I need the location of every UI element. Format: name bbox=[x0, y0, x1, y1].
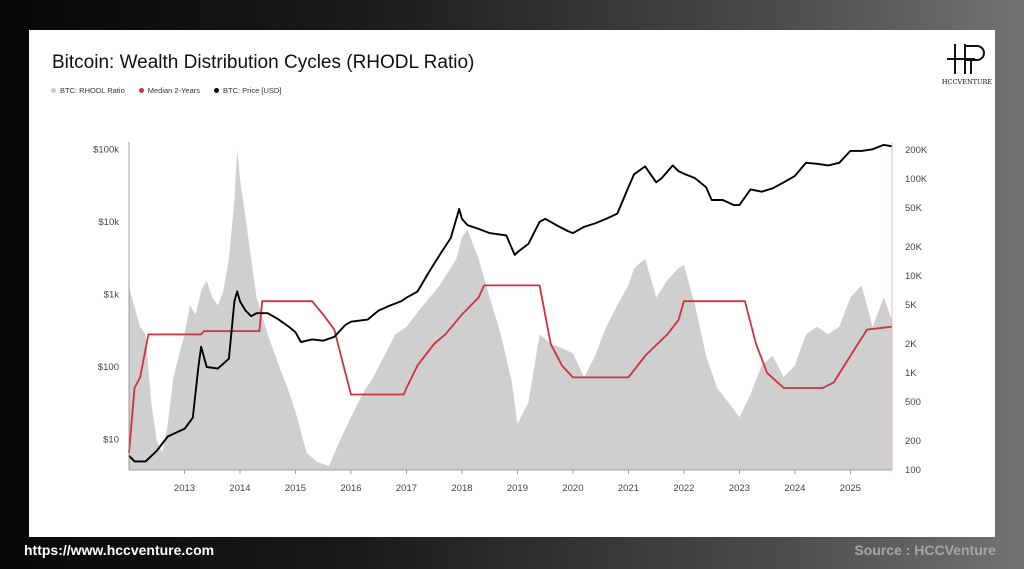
footer-source: Source : HCCVenture bbox=[854, 542, 996, 558]
btc-price-line bbox=[128, 143, 893, 463]
x-tick-label: 2014 bbox=[229, 483, 250, 494]
x-tick-label: 2024 bbox=[784, 483, 805, 494]
left-tick-label: $1k bbox=[104, 289, 120, 300]
x-tick-label: 2023 bbox=[729, 483, 750, 494]
hcc-logo: HCCVENTURE bbox=[942, 44, 992, 86]
right-tick-label: 20K bbox=[905, 242, 923, 253]
chart-legend: BTC: RHODL Ratio Median 2-Years BTC: Pri… bbox=[51, 86, 281, 95]
right-tick-label: 200K bbox=[905, 145, 928, 156]
rhodl-area bbox=[129, 149, 892, 471]
right-tick-label: 200 bbox=[905, 436, 921, 447]
legend-label-rhodl: BTC: RHODL Ratio bbox=[60, 86, 125, 95]
x-tick-label: 2019 bbox=[507, 483, 528, 494]
legend-item-rhodl[interactable]: BTC: RHODL Ratio bbox=[51, 86, 125, 95]
rhodl-chart: $10 $100 $1k $10k $100k 100 200 500 1K 2K 5K 10K 20K… bbox=[93, 142, 928, 494]
right-tick-label: 10K bbox=[905, 271, 923, 282]
left-tick-label: $100k bbox=[93, 144, 119, 155]
x-tick-label: 2018 bbox=[451, 483, 472, 494]
rhodl-area-layer bbox=[129, 149, 892, 471]
x-tick-label: 2021 bbox=[618, 483, 639, 494]
left-tick-label: $10k bbox=[98, 217, 119, 228]
x-tick-label: 2025 bbox=[840, 483, 861, 494]
legend-swatch-median bbox=[138, 88, 144, 93]
legend-item-price[interactable]: BTC: Price [USD] bbox=[214, 86, 281, 95]
chart-title: Bitcoin: Wealth Distribution Cycles (RHO… bbox=[52, 52, 475, 73]
x-tick-label: 2022 bbox=[673, 483, 694, 494]
legend-item-median[interactable]: Median 2-Years bbox=[138, 86, 201, 95]
legend-label-price: BTC: Price [USD] bbox=[223, 86, 282, 95]
legend-swatch-price bbox=[214, 88, 220, 93]
right-tick-label: 1K bbox=[905, 368, 917, 379]
x-tick-label: 2020 bbox=[562, 483, 583, 494]
left-tick-label: $100 bbox=[98, 362, 119, 373]
right-tick-label: 50K bbox=[905, 203, 923, 214]
right-tick-label: 500 bbox=[905, 397, 921, 408]
right-tick-label: 100 bbox=[905, 465, 921, 476]
legend-swatch-rhodl bbox=[51, 88, 56, 93]
x-tick-label: 2015 bbox=[285, 483, 306, 494]
footer-url[interactable]: https://www.hccventure.com bbox=[24, 542, 215, 558]
right-tick-label: 5K bbox=[905, 300, 917, 311]
legend-label-median: Median 2-Years bbox=[147, 86, 201, 95]
x-tick-label: 2016 bbox=[340, 483, 361, 494]
logo-text: HCCVENTURE bbox=[942, 78, 992, 86]
left-tick-label: $10 bbox=[103, 435, 119, 446]
x-tick-label: 2013 bbox=[174, 483, 195, 494]
right-tick-label: 100K bbox=[905, 174, 928, 185]
price-line-layer bbox=[128, 143, 893, 463]
median-line-layer bbox=[128, 284, 893, 453]
axes-layer: $10 $100 $1k $10k $100k 100 200 500 1K 2K 5K 10K 20K… bbox=[93, 142, 928, 494]
x-tick-label: 2017 bbox=[396, 483, 417, 494]
right-tick-label: 2K bbox=[905, 339, 917, 350]
chart-card: Bitcoin: Wealth Distribution Cycles (RHO… bbox=[29, 30, 995, 537]
median-2y-line bbox=[128, 284, 893, 453]
